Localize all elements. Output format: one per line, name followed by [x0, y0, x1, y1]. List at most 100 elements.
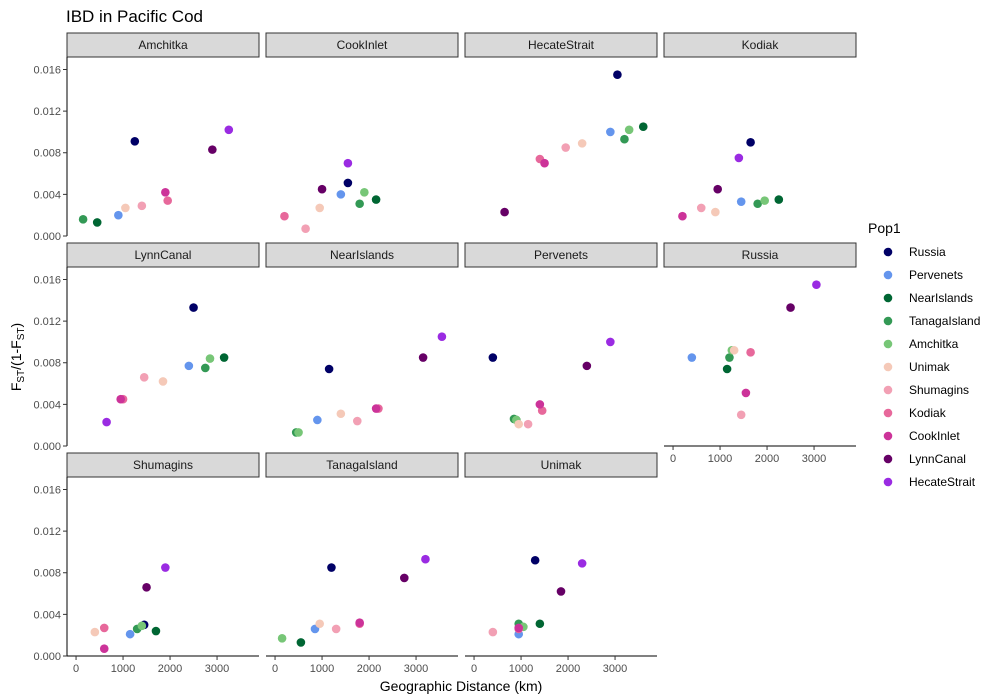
scatter-point — [137, 621, 147, 631]
scatter-point — [158, 377, 168, 386]
facet-strip — [265, 452, 459, 478]
scatter-point — [729, 345, 739, 355]
facet-strip-label: LynnCanal — [135, 248, 192, 262]
scatter-point — [753, 199, 762, 209]
y-tick-label: 0.012 — [33, 526, 61, 538]
legend-label: Kodiak — [909, 406, 947, 420]
scatter-point — [201, 363, 210, 373]
scatter-point — [736, 410, 746, 420]
facet-strip — [663, 32, 857, 58]
facet-strip — [265, 242, 459, 268]
legend-key — [883, 431, 893, 441]
facet-panel: TanagaIsland 0 1000 2000 3000 — [265, 452, 459, 675]
scatter-point — [736, 197, 746, 206]
scatter-point — [582, 361, 592, 371]
scatter-point — [99, 623, 109, 633]
legend-label: HecateStrait — [909, 475, 976, 489]
legend-key — [883, 362, 893, 372]
scatter-point — [137, 201, 147, 211]
scatter-point — [606, 337, 615, 347]
scatter-point — [161, 187, 170, 197]
scatter-point — [121, 203, 130, 213]
scatter-point — [437, 332, 447, 342]
x-tick-label: 0 — [73, 663, 79, 675]
x-tick-label: 0 — [272, 663, 278, 675]
x-tick-label: 1000 — [111, 663, 135, 675]
y-axis-title-end: ) — [8, 323, 24, 328]
facet-panel: Russia 0 1000 2000 3000 — [663, 242, 857, 465]
scatter-point — [219, 353, 229, 362]
scatter-point — [535, 619, 545, 629]
scatter-point — [315, 619, 325, 629]
scatter-point — [774, 195, 784, 204]
legend-label: NearIslands — [909, 291, 973, 305]
scatter-point — [488, 353, 498, 362]
facet-panels: Amchitka 0.000 0.004 0.008 0.012 0.016 CookInl… — [33, 32, 857, 675]
scatter-point — [78, 215, 88, 224]
scatter-point — [678, 211, 687, 221]
facet-panel: Kodiak — [663, 32, 857, 221]
scatter-point — [530, 555, 540, 565]
legend-label: Russia — [909, 245, 946, 259]
scatter-point — [301, 224, 310, 234]
legend-key — [883, 477, 893, 487]
legend-label: Unimak — [909, 360, 951, 374]
scatter-point — [746, 138, 755, 147]
facet-strip — [464, 32, 658, 58]
scatter-point — [514, 623, 523, 633]
x-tick-label: 3000 — [205, 663, 229, 675]
y-tick-label: 0.016 — [33, 484, 61, 496]
scatter-point — [355, 199, 364, 209]
scatter-point — [99, 644, 109, 654]
scatter-point — [371, 195, 381, 204]
scatter-point — [90, 627, 100, 637]
facet-strip — [66, 452, 260, 478]
x-tick-label: 2000 — [357, 663, 381, 675]
scatter-point — [746, 348, 755, 357]
scatter-point — [280, 211, 289, 221]
legend-label: Pervenets — [909, 268, 963, 282]
scatter-point — [577, 559, 587, 568]
scatter-point — [277, 634, 287, 643]
facet-panel: Pervenets — [464, 242, 658, 429]
facet-strip-label: NearIslands — [330, 248, 394, 262]
legend-key — [883, 247, 893, 257]
y-tick-label: 0.012 — [33, 106, 61, 118]
scatter-point — [161, 563, 170, 572]
scatter-point — [561, 143, 570, 152]
scatter-point — [713, 184, 722, 194]
legend-label: Amchitka — [909, 337, 959, 351]
scatter-point — [224, 125, 234, 135]
scatter-point — [624, 125, 634, 135]
scatter-point — [360, 187, 369, 197]
scatter-point — [687, 353, 697, 362]
facet-strip — [265, 32, 459, 58]
scatter-point — [500, 207, 509, 217]
y-tick-label: 0.000 — [33, 651, 61, 663]
facet-strip-label: HecateStrait — [528, 38, 595, 52]
scatter-point — [163, 196, 172, 205]
legend-key — [883, 385, 893, 395]
x-tick-label: 2000 — [755, 453, 779, 465]
scatter-point — [139, 373, 149, 382]
facet-strip — [66, 242, 260, 268]
legend-key — [883, 316, 893, 326]
facet-panel: Unimak 0 1000 2000 3000 — [464, 452, 658, 675]
facet-panel: LynnCanal 0.000 0.004 0.008 0.012 0.016 — [33, 242, 260, 453]
scatter-point — [577, 139, 587, 148]
facet-panel: HecateStrait — [464, 32, 658, 217]
scatter-point — [722, 364, 732, 374]
y-tick-label: 0.004 — [33, 399, 61, 411]
legend-key — [883, 270, 893, 280]
legend-label: TanagaIsland — [909, 314, 980, 328]
facet-panel: Amchitka 0.000 0.004 0.008 0.012 0.016 — [33, 32, 260, 243]
facet-strip-label: Russia — [742, 248, 779, 262]
scatter-point — [514, 419, 523, 429]
scatter-point — [741, 388, 751, 398]
legend-title: Pop1 — [868, 220, 901, 236]
scatter-point — [130, 136, 140, 146]
scatter-point — [336, 190, 346, 199]
scatter-point — [92, 218, 102, 227]
y-tick-label: 0.004 — [33, 609, 61, 621]
scatter-point — [296, 638, 306, 647]
